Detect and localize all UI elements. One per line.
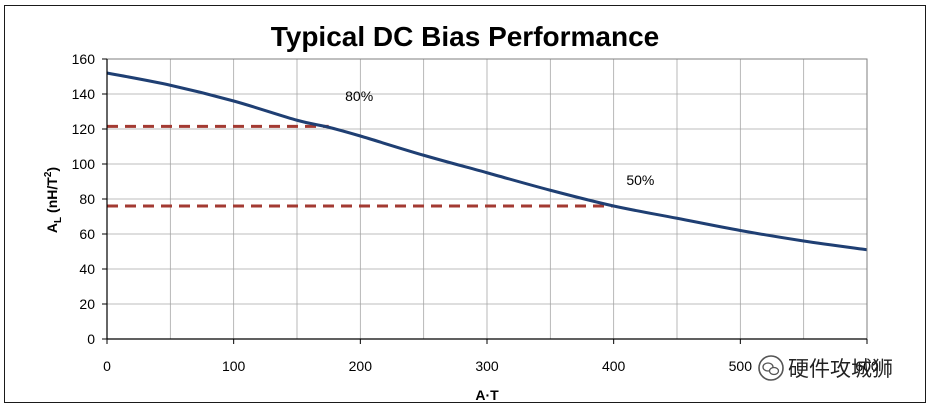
watermark: 硬件攻城狮 xyxy=(758,355,893,381)
x-tick-label: 400 xyxy=(602,358,626,374)
series-line xyxy=(106,71,868,252)
wechat-icon xyxy=(758,355,784,381)
y-tick-label: 80 xyxy=(79,191,95,207)
y-axis-label-unit: (nH/T xyxy=(44,177,60,217)
x-tick-label: 200 xyxy=(349,358,373,374)
series-layer xyxy=(106,71,868,252)
y-tick-label: 120 xyxy=(72,121,96,137)
y-tick-label: 20 xyxy=(79,296,95,312)
y-axis-label-close: ) xyxy=(44,167,60,172)
y-tick-label: 100 xyxy=(72,156,96,172)
x-tick-label: 0 xyxy=(103,358,111,374)
y-tick-label: 140 xyxy=(72,86,96,102)
annotation-label: 50% xyxy=(626,172,654,188)
axes xyxy=(102,58,868,344)
chart-title: Typical DC Bias Performance xyxy=(271,21,660,52)
grid xyxy=(106,58,868,340)
x-axis-label: A·T xyxy=(475,387,499,403)
y-axis-label: AL (nH/T2) xyxy=(43,167,64,233)
annotation-label: 80% xyxy=(345,88,373,104)
x-tick-label: 600 xyxy=(855,358,879,374)
y-axis-label-sub: L xyxy=(53,217,64,223)
y-tick-label: 160 xyxy=(72,51,96,67)
reference-lines xyxy=(107,124,614,208)
x-tick-label: 500 xyxy=(729,358,753,374)
y-tick-label: 0 xyxy=(87,331,95,347)
x-tick-label: 100 xyxy=(222,358,246,374)
x-tick-label: 300 xyxy=(475,358,499,374)
tick-labels: 0 20 40 60 80 100 120 140 160 0 100 200 300 400 500 600 xyxy=(72,51,879,374)
y-tick-label: 60 xyxy=(79,226,95,242)
y-tick-label: 40 xyxy=(79,261,95,277)
chart-frame xyxy=(4,5,926,403)
y-axis-label-main: A xyxy=(44,223,60,233)
annotations: 80% 50% xyxy=(345,88,654,188)
y-axis-label-sup: 2 xyxy=(43,171,54,177)
watermark-text: 硬件攻城狮 xyxy=(788,357,893,381)
